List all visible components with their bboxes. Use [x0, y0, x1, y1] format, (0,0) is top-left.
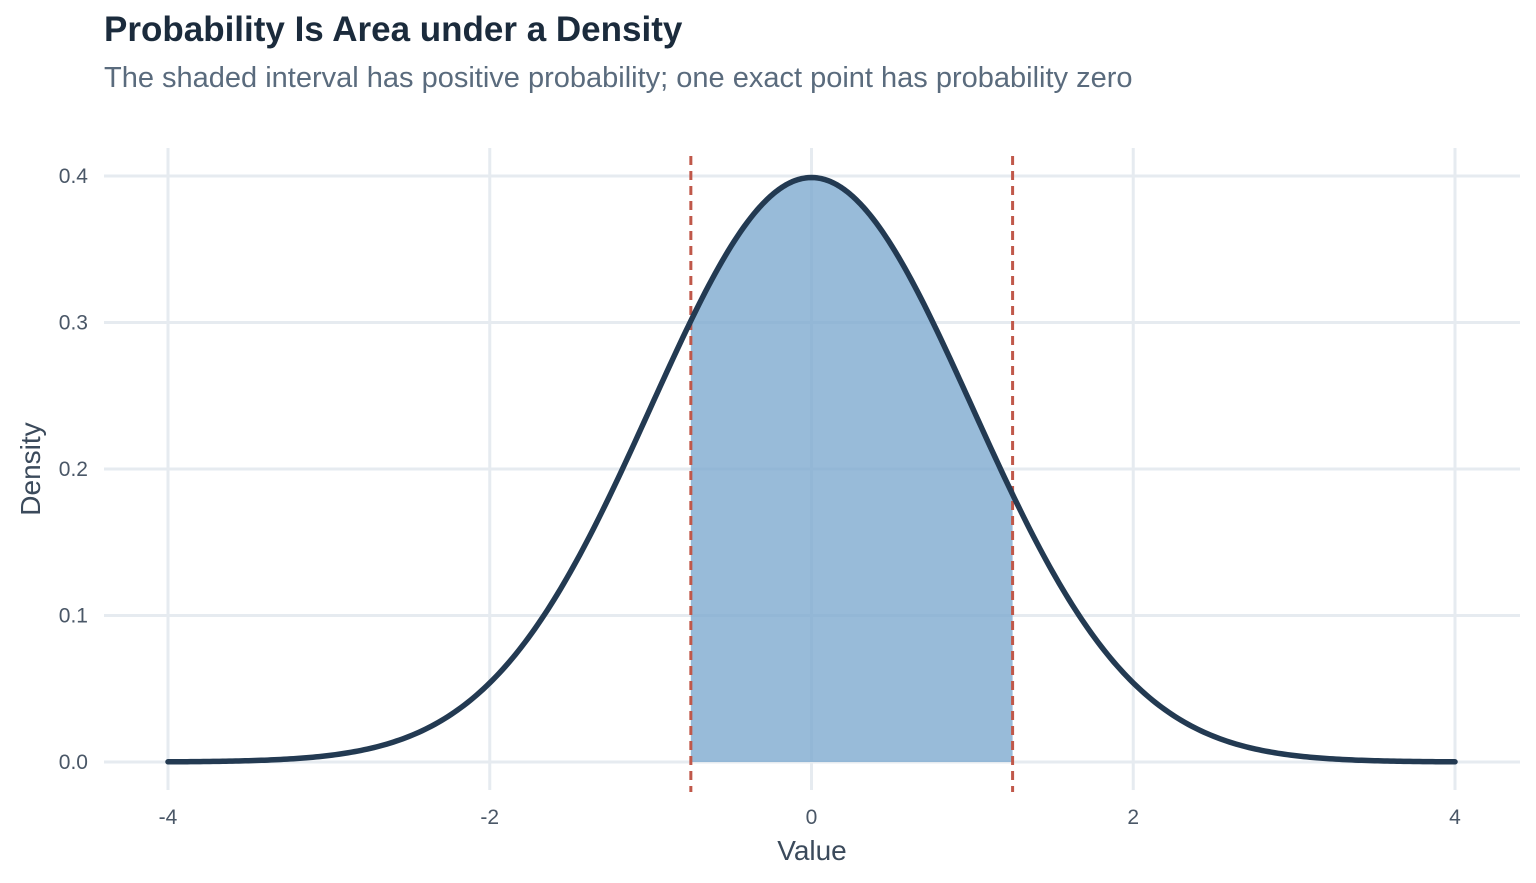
x-tick-label: -4 [159, 806, 178, 829]
y-axis-title: Density [15, 422, 46, 515]
y-tick-label: 0.0 [59, 751, 88, 774]
x-tick-label: 0 [806, 806, 818, 829]
y-tick-label: 0.1 [59, 605, 88, 628]
y-tick-label: 0.2 [59, 458, 88, 481]
x-tick-label: 4 [1449, 806, 1461, 829]
reference-lines-layer [689, 156, 1015, 792]
x-tick-label: -2 [480, 806, 499, 829]
x-axis-title: Value [777, 835, 847, 866]
chart-subtitle: The shaded interval has positive probabi… [104, 62, 1133, 94]
shaded-area-layer [690, 177, 1013, 763]
chart-title: Probability Is Area under a Density [104, 10, 683, 49]
x-tick-label: 2 [1127, 806, 1139, 829]
density-curve [165, 174, 1458, 765]
y-tick-label: 0.4 [59, 165, 89, 188]
y-axis-ticks: 0.0 0.1 0.2 0.3 0.4 [59, 165, 89, 774]
y-tick-label: 0.3 [59, 312, 88, 335]
curve-layer [165, 174, 1458, 765]
shaded-interval-area [690, 177, 1013, 763]
x-axis-ticks: -4 -2 0 2 4 [159, 806, 1462, 829]
